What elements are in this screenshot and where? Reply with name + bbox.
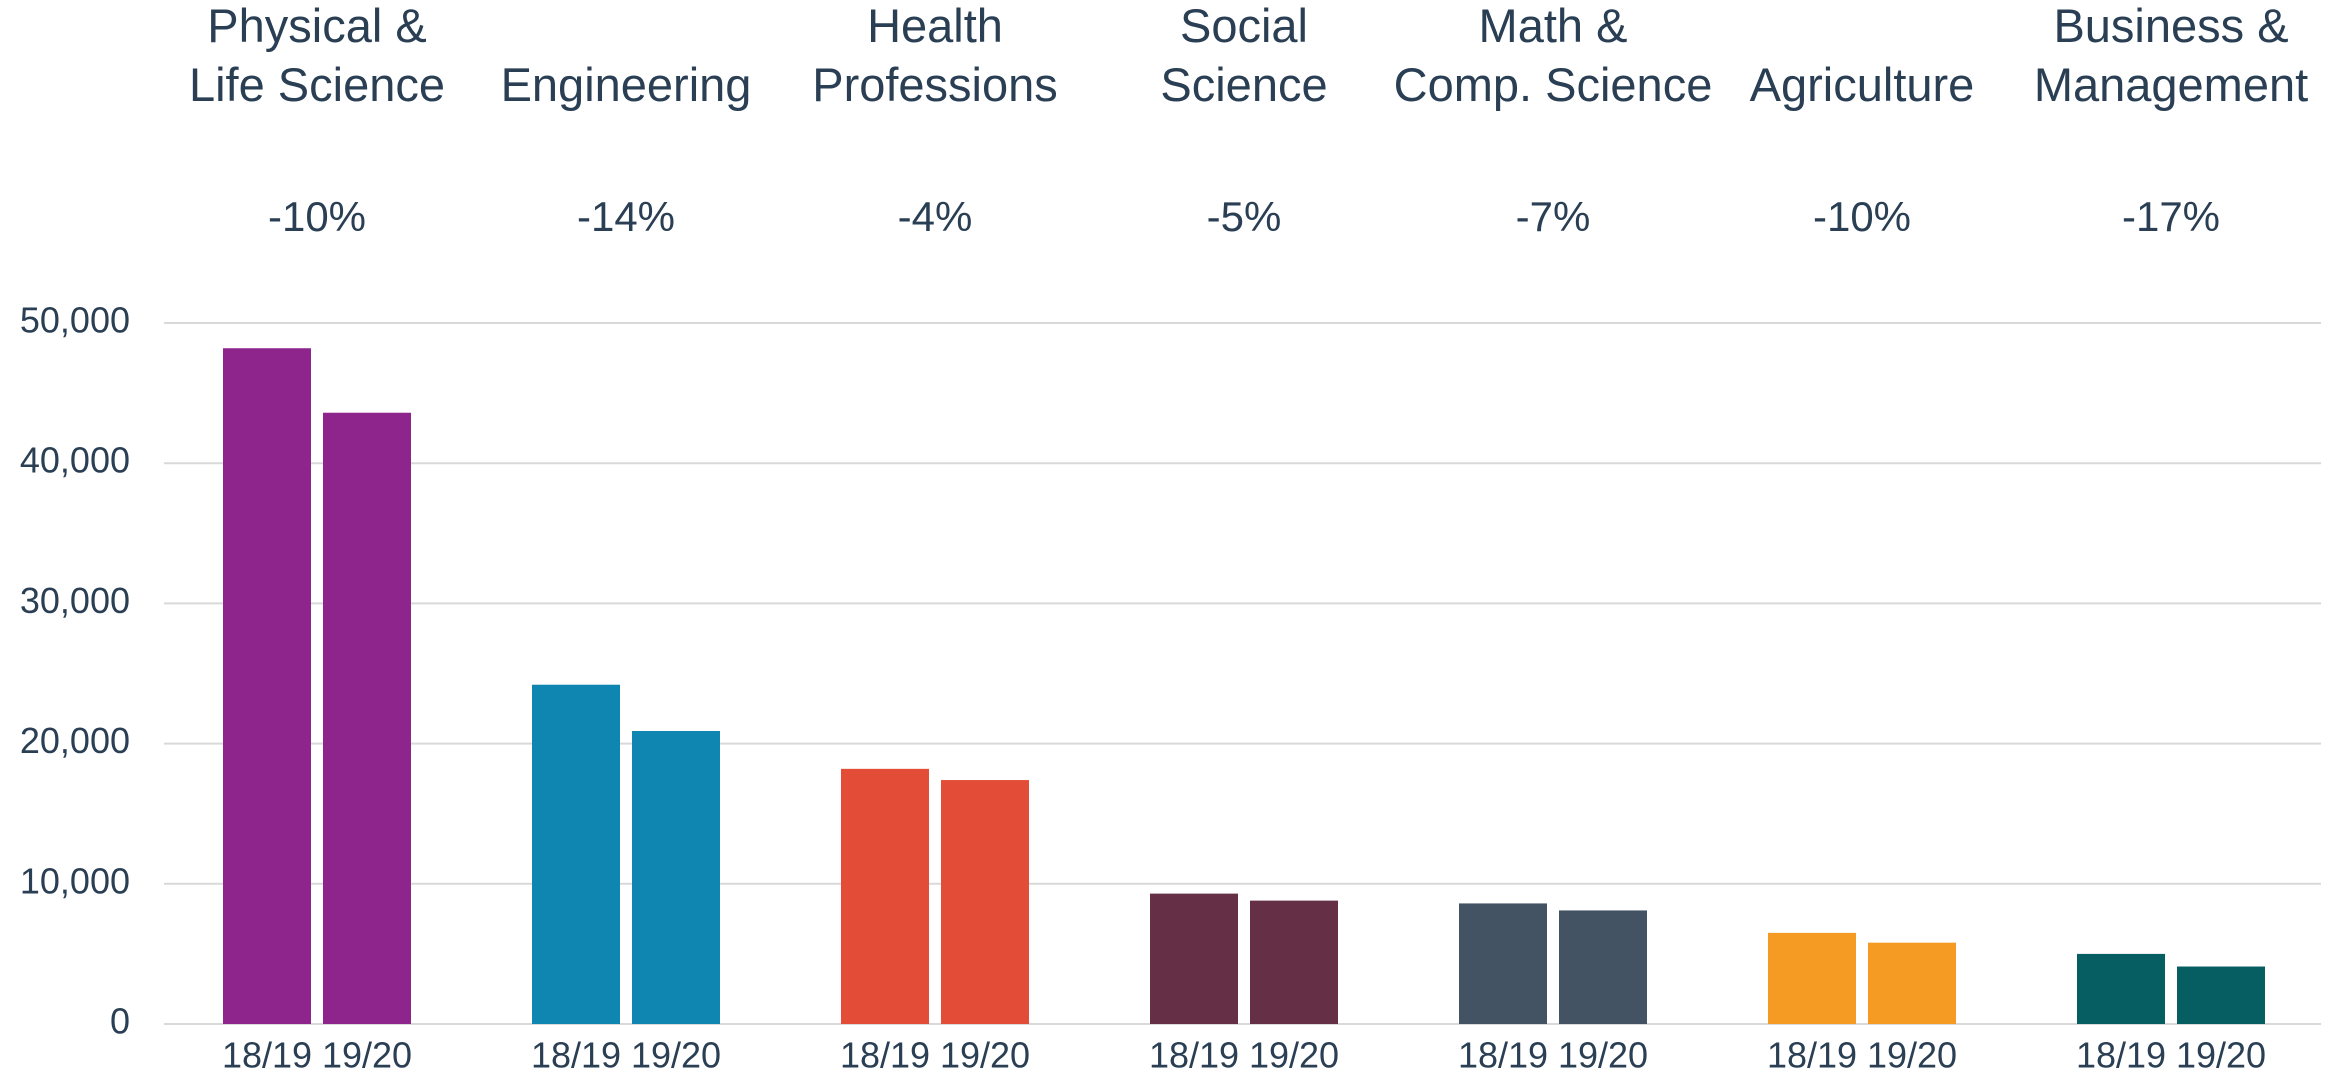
- y-tick-label: 0: [110, 1001, 130, 1042]
- bar: [1250, 900, 1338, 1024]
- category-label: Math & Comp. Science: [1394, 0, 1713, 111]
- category-line: Science: [1160, 58, 1327, 111]
- category-line: Business &: [2053, 0, 2288, 52]
- change-label: -5%: [1207, 193, 1282, 240]
- change-label: -4%: [898, 193, 973, 240]
- category-label: Agriculture: [1750, 58, 1975, 111]
- change-label: -10%: [268, 193, 366, 240]
- bar: [941, 780, 1029, 1024]
- bar: [1559, 910, 1647, 1024]
- category-line: Physical &: [207, 0, 426, 52]
- y-tick-label: 10,000: [20, 860, 130, 901]
- category-line: Agriculture: [1750, 58, 1975, 111]
- category-line: Professions: [812, 58, 1058, 111]
- x-tick-label: 18/19: [1767, 1035, 1857, 1074]
- category-line: Management: [2034, 58, 2308, 111]
- bar: [1768, 932, 1856, 1024]
- y-tick-label: 30,000: [20, 580, 130, 621]
- category-label: Health Professions: [812, 0, 1058, 111]
- y-tick-label: 40,000: [20, 440, 130, 481]
- bar: [323, 412, 411, 1024]
- category-line: Life Science: [189, 58, 445, 111]
- bar: [1150, 893, 1238, 1024]
- x-tick-label: 19/20: [940, 1035, 1030, 1074]
- bar: [2177, 966, 2265, 1024]
- category-line: Comp. Science: [1394, 58, 1713, 111]
- change-label: -7%: [1516, 193, 1591, 240]
- x-tick-label: 19/20: [322, 1035, 412, 1074]
- bar: [532, 684, 620, 1024]
- change-label: -17%: [2122, 193, 2220, 240]
- x-tick-label: 18/19: [531, 1035, 621, 1074]
- x-tick-label: 18/19: [222, 1035, 312, 1074]
- x-tick-label: 18/19: [2076, 1035, 2166, 1074]
- category-line: Health: [867, 0, 1003, 52]
- change-label: -14%: [577, 193, 675, 240]
- y-tick-label: 20,000: [20, 720, 130, 761]
- x-tick-label: 19/20: [2176, 1035, 2266, 1074]
- x-tick-label: 18/19: [1458, 1035, 1548, 1074]
- bar: [1868, 942, 1956, 1024]
- x-tick-label: 18/19: [1149, 1035, 1239, 1074]
- x-tick-label: 18/19: [840, 1035, 930, 1074]
- change-label: -10%: [1813, 193, 1911, 240]
- x-tick-label: 19/20: [1558, 1035, 1648, 1074]
- x-tick-label: 19/20: [1249, 1035, 1339, 1074]
- category-label: Engineering: [501, 58, 752, 111]
- bar: [2077, 953, 2165, 1024]
- category-line: Engineering: [501, 58, 752, 111]
- category-line: Math &: [1479, 0, 1628, 52]
- bar: [1459, 903, 1547, 1024]
- category-label: Physical & Life Science: [189, 0, 445, 111]
- category-line: Social: [1180, 0, 1308, 52]
- x-tick-label: 19/20: [631, 1035, 721, 1074]
- bar: [841, 768, 929, 1024]
- bar: [223, 348, 311, 1025]
- x-tick-label: 19/20: [1867, 1035, 1957, 1074]
- category-label: Business & Management: [2034, 0, 2308, 111]
- bar: [632, 730, 720, 1024]
- y-tick-label: 50,000: [20, 300, 130, 341]
- category-label: Social Science: [1160, 0, 1327, 111]
